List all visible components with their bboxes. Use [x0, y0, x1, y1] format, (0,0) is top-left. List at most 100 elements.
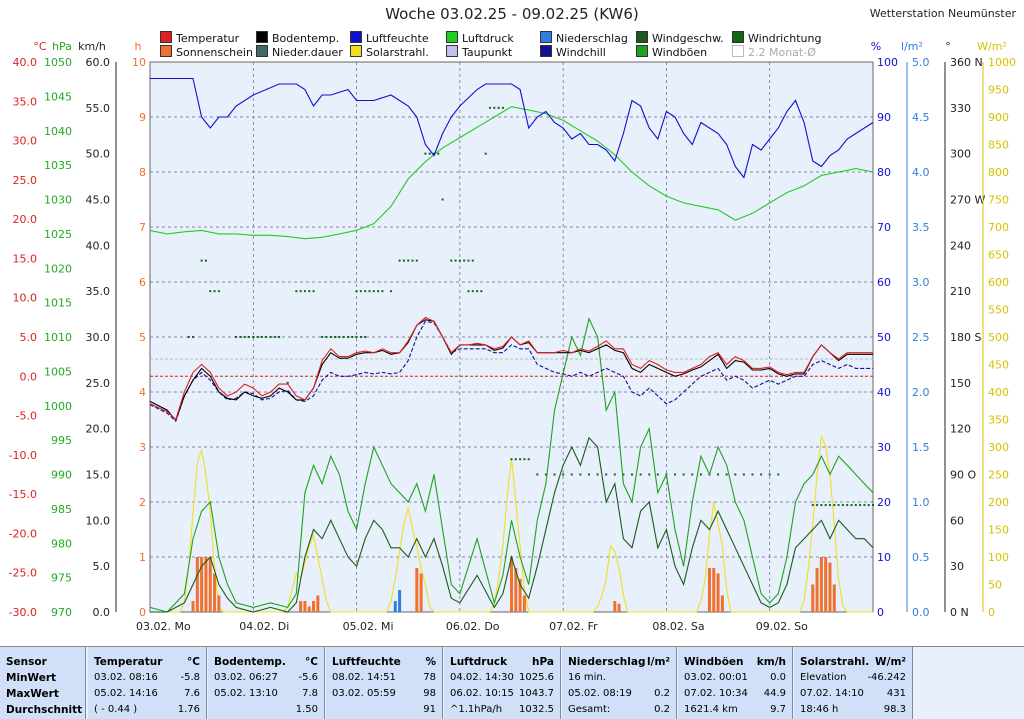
series-windrichtung-point [312, 290, 315, 293]
legend-swatch [636, 45, 648, 57]
rain-tick-label: 1.5 [912, 441, 930, 454]
sun-tick-label: 6 [139, 276, 146, 289]
sun-tick-label: 7 [139, 221, 146, 234]
series-windrichtung-point [364, 290, 367, 293]
dir-tick-label: 150 [950, 377, 971, 390]
statistics-panel: Sensor MinWert MaxWert Durchschnitt Temperat… [0, 646, 1024, 719]
series-windrichtung-point [415, 259, 418, 262]
series-windrichtung-point [833, 504, 836, 507]
stats-column-unit: hPa [532, 656, 554, 668]
day-label: 04.02. Di [239, 620, 289, 633]
stats-cell-label: 07.02. 14:10 [800, 688, 864, 699]
series-windrichtung-point [596, 473, 599, 476]
series-windrichtung-point [424, 152, 427, 155]
series-windrichtung-point [329, 336, 332, 338]
wind-tick-label: 45.0 [86, 194, 111, 207]
press-tick-label: 1025 [44, 228, 72, 241]
press-tick-label: 1035 [44, 159, 72, 172]
legend-label: Niederschlag [556, 32, 628, 45]
series-windrichtung-point [187, 336, 190, 338]
hum-tick-label: 70 [877, 221, 891, 234]
temp-tick-label: 35.0 [13, 95, 38, 108]
wind-tick-label: 5.0 [93, 560, 111, 573]
stats-column-title: Luftdruck [450, 656, 508, 668]
legend-label: Luftdruck [462, 32, 514, 45]
temp-tick-label: -5.0 [16, 410, 37, 423]
legend-swatch [350, 45, 362, 57]
wind-tick-label: 30.0 [86, 331, 111, 344]
series-windrichtung-point [854, 504, 857, 507]
series-windrichtung-point [437, 152, 440, 155]
stats-column: Niederschlag l/m² 16 min. 05.02. 08:19 0.2 Ge… [562, 647, 677, 719]
press-tick-label: 1010 [44, 331, 72, 344]
stats-cell-value: 98.3 [883, 704, 906, 715]
sun-unit-label: h [135, 40, 142, 53]
legend-item: 2.2 Monat-Ø [732, 45, 816, 59]
legend-swatch [446, 45, 458, 57]
stats-cell-label: 08.02. 14:51 [332, 672, 396, 683]
press-tick-label: 980 [51, 537, 72, 550]
legend-swatch [160, 45, 172, 57]
stats-column-unit: °C [305, 656, 318, 668]
series-windrichtung-point [217, 290, 220, 293]
hum-tick-label: 10 [877, 551, 891, 564]
dir-tick-label: 60 [950, 514, 964, 527]
series-windrichtung-point [613, 473, 616, 476]
hum-tick-label: 40 [877, 386, 891, 399]
temp-tick-label: 30.0 [13, 135, 38, 148]
solar-tick-label: 950 [988, 84, 1009, 97]
series-windrichtung-point [656, 473, 659, 476]
temp-tick-label: 15.0 [13, 252, 38, 265]
temp-tick-label: 20.0 [13, 213, 38, 226]
stats-cell-value: 78 [423, 672, 436, 683]
legend-swatch [540, 45, 552, 57]
series-windrichtung-point [837, 504, 840, 507]
legend-label: Windchill [556, 46, 606, 59]
series-sonnenschein-bar [415, 568, 419, 612]
series-windrichtung-point [364, 336, 367, 338]
press-tick-label: 990 [51, 469, 72, 482]
series-windrichtung-point [768, 473, 771, 476]
series-windrichtung-point [691, 473, 694, 476]
legend-label: Windböen [652, 46, 708, 59]
rain-tick-label: 0.5 [912, 551, 930, 564]
series-windrichtung-point [622, 473, 625, 476]
temp-tick-label: 5.0 [20, 331, 38, 344]
stats-cell-value: 1032.5 [519, 704, 554, 715]
series-sonnenschein-bar [213, 573, 217, 612]
solar-tick-label: 800 [988, 166, 1009, 179]
day-label: 06.02. Do [446, 620, 500, 633]
series-sonnenschein-bar [716, 573, 720, 612]
series-windrichtung-point [514, 458, 517, 461]
stats-cell-label: 04.02. 14:30 [450, 672, 514, 683]
legend-item: Taupunkt [446, 45, 512, 59]
series-windrichtung-point [674, 473, 677, 476]
temp-tick-label: -20.0 [9, 527, 37, 540]
series-windrichtung-point [342, 336, 345, 338]
series-sonnenschein-bar [518, 579, 522, 612]
series-windrichtung-point [273, 336, 276, 338]
stats-cell-label: ( - 0.44 ) [94, 704, 138, 715]
weather-chart: 40.035.030.025.020.015.010.05.00.0-5.0-1… [9, 40, 1016, 633]
series-windrichtung-point [536, 473, 539, 476]
stats-cell-label: 06.02. 10:15 [450, 688, 514, 699]
stats-cell-label: 07.02. 10:34 [684, 688, 748, 699]
sun-tick-label: 0 [139, 606, 146, 619]
series-solarstrahl-line [150, 435, 873, 613]
series-windrichtung-point [454, 259, 457, 262]
series-sonnenschein-bar [299, 601, 303, 612]
series-windrichtung-point [488, 106, 491, 109]
stats-column: Temperatur °C 03.02. 08:16 -5.8 05.02. 14:16… [88, 647, 207, 719]
dir-tick-label: 300 [950, 148, 971, 161]
series-sonnenschein-bar [720, 595, 724, 612]
series-windrichtung-point [463, 259, 466, 262]
series-windrichtung-point [321, 336, 324, 338]
sun-tick-label: 1 [139, 551, 146, 564]
press-tick-label: 1005 [44, 365, 72, 378]
series-windrichtung-point [402, 259, 405, 262]
stats-cell-label: ^1.1hPa/h [450, 704, 503, 715]
series-windrichtung-point [682, 473, 685, 476]
rain-tick-label: 1.0 [912, 496, 930, 509]
series-sonnenschein-bar [613, 601, 617, 612]
wind-tick-label: 35.0 [86, 285, 111, 298]
